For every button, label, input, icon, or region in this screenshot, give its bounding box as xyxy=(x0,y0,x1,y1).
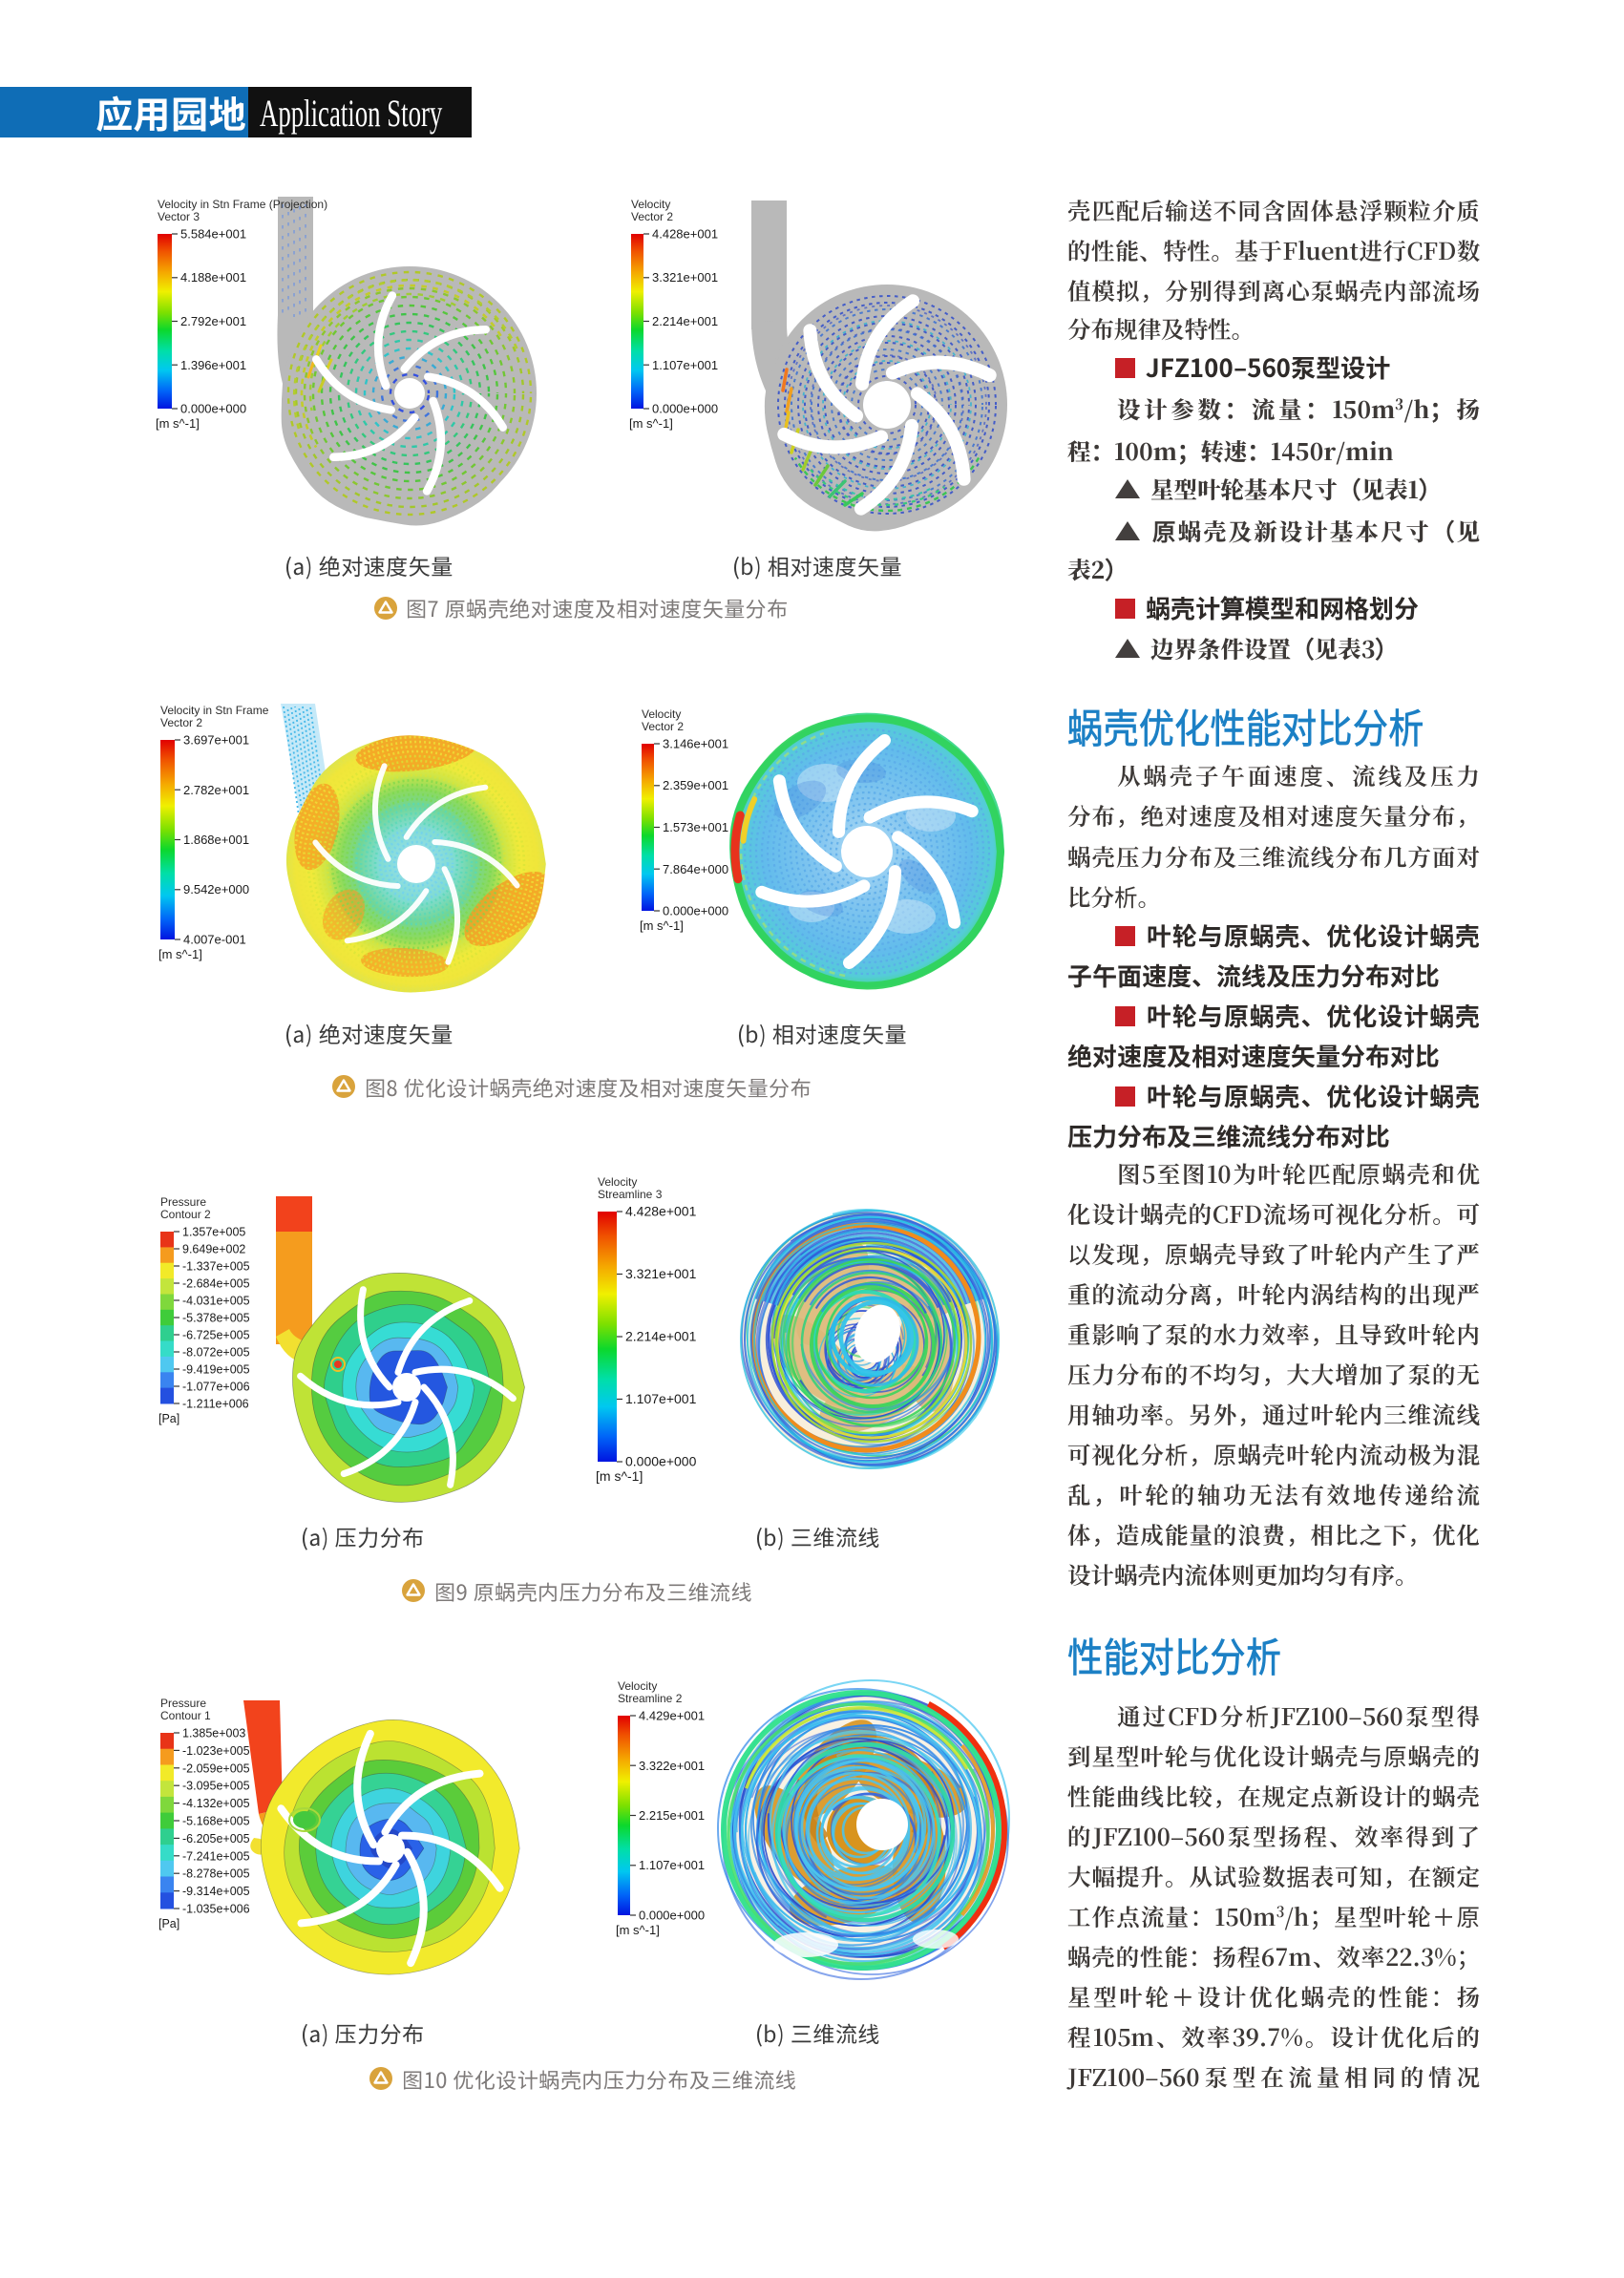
svg-text:1.385e+003: 1.385e+003 xyxy=(182,1727,245,1740)
svg-text:Velocity: Velocity xyxy=(642,707,681,721)
svg-text:[m s^-1]: [m s^-1] xyxy=(629,416,673,431)
svg-text:-1.035e+006: -1.035e+006 xyxy=(182,1903,250,1916)
svg-text:4.007e-001: 4.007e-001 xyxy=(183,933,246,947)
svg-text:-9.314e+005: -9.314e+005 xyxy=(182,1885,250,1898)
svg-text:2.782e+001: 2.782e+001 xyxy=(183,783,249,797)
svg-text:5.584e+001: 5.584e+001 xyxy=(180,227,246,242)
svg-text:-1.023e+005: -1.023e+005 xyxy=(182,1744,250,1758)
svg-text:2.215e+001: 2.215e+001 xyxy=(639,1808,705,1823)
svg-text:2.214e+001: 2.214e+001 xyxy=(625,1329,697,1344)
svg-text:-5.168e+005: -5.168e+005 xyxy=(182,1815,250,1828)
svg-text:1.357e+005: 1.357e+005 xyxy=(182,1226,245,1239)
svg-text:-1.077e+006: -1.077e+006 xyxy=(182,1381,250,1394)
svg-text:0.000e+000: 0.000e+000 xyxy=(625,1454,697,1469)
svg-text:3.322e+001: 3.322e+001 xyxy=(639,1759,705,1773)
svg-text:[m s^-1]: [m s^-1] xyxy=(616,1923,660,1937)
svg-text:Pressure: Pressure xyxy=(160,1195,206,1209)
svg-text:Contour 2: Contour 2 xyxy=(160,1208,211,1221)
svg-text:-1.337e+005: -1.337e+005 xyxy=(182,1260,250,1274)
svg-text:Velocity: Velocity xyxy=(598,1175,637,1189)
svg-text:-3.095e+005: -3.095e+005 xyxy=(182,1780,250,1793)
svg-text:[m s^-1]: [m s^-1] xyxy=(158,947,202,961)
svg-text:-2.684e+005: -2.684e+005 xyxy=(182,1277,250,1291)
svg-text:Contour 1: Contour 1 xyxy=(160,1709,211,1722)
svg-text:Velocity: Velocity xyxy=(618,1679,657,1693)
svg-text:Velocity: Velocity xyxy=(631,198,670,211)
svg-text:-7.241e+005: -7.241e+005 xyxy=(182,1849,250,1863)
svg-text:3.697e+001: 3.697e+001 xyxy=(183,733,249,748)
svg-text:[Pa]: [Pa] xyxy=(158,1917,179,1930)
svg-text:-8.072e+005: -8.072e+005 xyxy=(182,1346,250,1360)
svg-text:1.107e+001: 1.107e+001 xyxy=(652,358,718,372)
svg-text:3.146e+001: 3.146e+001 xyxy=(663,737,728,751)
svg-text:Streamline 3: Streamline 3 xyxy=(598,1188,663,1201)
svg-text:1.396e+001: 1.396e+001 xyxy=(180,358,246,372)
svg-text:2.214e+001: 2.214e+001 xyxy=(652,314,718,328)
svg-text:[Pa]: [Pa] xyxy=(158,1412,179,1425)
svg-text:Velocity in Stn Frame: Velocity in Stn Frame xyxy=(160,704,269,717)
svg-text:2.792e+001: 2.792e+001 xyxy=(180,314,246,328)
svg-text:0.000e+000: 0.000e+000 xyxy=(663,904,728,918)
svg-text:2.359e+001: 2.359e+001 xyxy=(663,778,728,792)
svg-text:0.000e+000: 0.000e+000 xyxy=(180,402,246,416)
svg-text:-6.205e+005: -6.205e+005 xyxy=(182,1832,250,1846)
svg-text:1.107e+001: 1.107e+001 xyxy=(625,1391,697,1406)
svg-text:Vector 3: Vector 3 xyxy=(158,210,200,223)
svg-text:Velocity in Stn Frame (Project: Velocity in Stn Frame (Projection) xyxy=(158,198,327,211)
svg-text:[m s^-1]: [m s^-1] xyxy=(596,1468,643,1484)
svg-text:9.542e+000: 9.542e+000 xyxy=(183,882,249,896)
svg-text:Vector 2: Vector 2 xyxy=(160,716,202,729)
svg-text:Pressure: Pressure xyxy=(160,1697,206,1710)
svg-text:-8.278e+005: -8.278e+005 xyxy=(182,1867,250,1881)
svg-text:-4.132e+005: -4.132e+005 xyxy=(182,1797,250,1810)
svg-text:-6.725e+005: -6.725e+005 xyxy=(182,1329,250,1342)
svg-text:1.573e+001: 1.573e+001 xyxy=(663,820,728,834)
svg-text:7.864e+000: 7.864e+000 xyxy=(663,862,728,876)
svg-text:Streamline 2: Streamline 2 xyxy=(618,1692,683,1705)
svg-text:Vector 2: Vector 2 xyxy=(642,720,684,733)
svg-text:0.000e+000: 0.000e+000 xyxy=(652,402,718,416)
svg-text:[m s^-1]: [m s^-1] xyxy=(156,416,200,431)
svg-text:1.868e+001: 1.868e+001 xyxy=(183,833,249,847)
svg-text:-4.031e+005: -4.031e+005 xyxy=(182,1295,250,1308)
svg-text:-2.059e+005: -2.059e+005 xyxy=(182,1761,250,1775)
svg-text:3.321e+001: 3.321e+001 xyxy=(625,1266,697,1281)
svg-text:4.428e+001: 4.428e+001 xyxy=(652,227,718,242)
svg-text:-5.378e+005: -5.378e+005 xyxy=(182,1312,250,1325)
svg-text:4.188e+001: 4.188e+001 xyxy=(180,270,246,285)
svg-text:[m s^-1]: [m s^-1] xyxy=(640,918,684,933)
svg-text:4.429e+001: 4.429e+001 xyxy=(639,1709,705,1723)
svg-text:Vector 2: Vector 2 xyxy=(631,210,673,223)
svg-text:-1.211e+006: -1.211e+006 xyxy=(182,1398,249,1411)
svg-text:3.321e+001: 3.321e+001 xyxy=(652,270,718,285)
svg-text:0.000e+000: 0.000e+000 xyxy=(639,1909,705,1923)
svg-text:-9.419e+005: -9.419e+005 xyxy=(182,1363,250,1377)
svg-text:9.649e+002: 9.649e+002 xyxy=(182,1243,245,1256)
svg-text:4.428e+001: 4.428e+001 xyxy=(625,1204,697,1219)
svg-text:1.107e+001: 1.107e+001 xyxy=(639,1858,705,1872)
